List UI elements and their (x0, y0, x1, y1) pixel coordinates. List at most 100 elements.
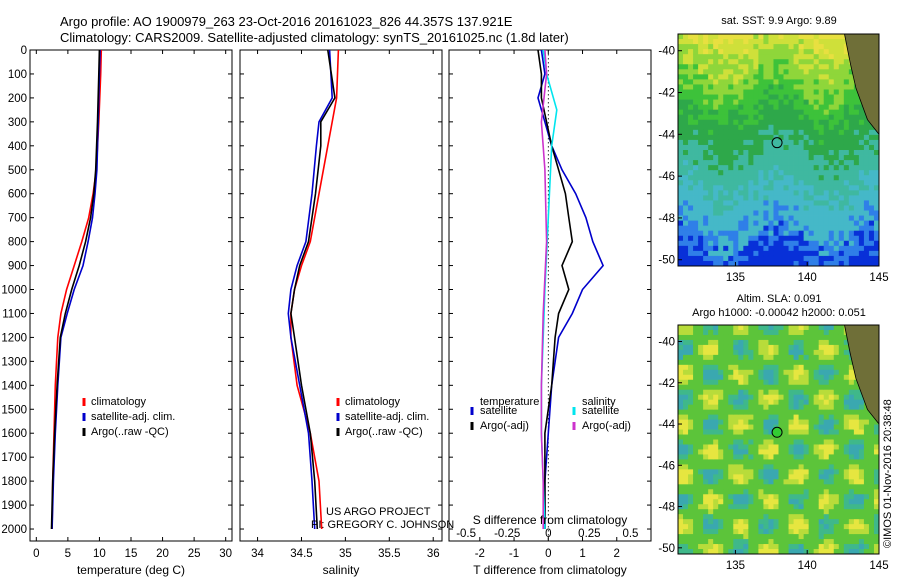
heatmap-cell (808, 230, 815, 237)
heatmap-cell (758, 404, 764, 411)
heatmap-cell (683, 424, 689, 430)
heatmap-cell (763, 64, 769, 70)
heatmap-cell (708, 419, 714, 425)
heatmap-cell (708, 344, 714, 351)
heatmap-cell (728, 44, 734, 50)
y-tick-label: 1000 (1, 285, 27, 297)
heatmap-cell (813, 364, 820, 371)
heatmap-cell (773, 444, 779, 450)
heatmap-cell (848, 499, 855, 505)
heatmap-cell (798, 369, 805, 376)
heatmap-cell (753, 384, 759, 391)
map-x-tick-label: 145 (869, 272, 888, 284)
heatmap-cell (713, 454, 719, 460)
x-tick-label: -2 (475, 548, 485, 560)
heatmap-cell (863, 549, 870, 555)
heatmap-cell (748, 225, 754, 232)
heatmap-cell (678, 139, 684, 146)
heatmap-cell (868, 449, 875, 455)
heatmap-cell (683, 230, 689, 237)
heatmap-cell (798, 379, 805, 386)
heatmap-cell (758, 84, 764, 90)
heatmap-cell (758, 529, 764, 535)
heatmap-cell (843, 54, 850, 60)
heatmap-cell (863, 434, 870, 440)
heatmap-cell (703, 394, 709, 401)
heatmap-cell (713, 414, 719, 420)
heatmap-cell (708, 534, 714, 540)
heatmap-cell (753, 549, 759, 555)
heatmap-cell (838, 220, 845, 227)
heatmap-cell (768, 369, 774, 376)
heatmap-cell (758, 409, 764, 416)
heatmap-cell (723, 514, 729, 520)
heatmap-cell (823, 190, 830, 196)
heatmap-cell (753, 364, 759, 371)
heatmap-cell (718, 190, 724, 196)
heatmap-cell (748, 245, 754, 252)
heatmap-cell (848, 464, 855, 470)
heatmap-cell (748, 94, 754, 100)
heatmap-cell (798, 479, 805, 485)
heatmap-cell (683, 429, 689, 435)
heatmap-cell (743, 349, 749, 356)
heatmap-cell (728, 539, 734, 545)
heatmap-cell (778, 200, 784, 206)
heatmap-cell (713, 424, 719, 430)
heatmap-cell (818, 364, 825, 371)
heatmap-cell (693, 329, 699, 336)
y-tick-label: 1500 (1, 404, 27, 416)
heatmap-cell (808, 539, 815, 545)
heatmap-cell (813, 384, 820, 391)
heatmap-cell (788, 325, 794, 331)
heatmap-cell (738, 160, 744, 166)
heatmap-cell (783, 429, 789, 435)
heatmap-cell (873, 539, 880, 545)
heatmap-cell (688, 454, 694, 460)
heatmap-cell (788, 69, 794, 75)
heatmap-cell (688, 499, 694, 505)
heatmap-cell (738, 134, 744, 141)
heatmap-cell (788, 549, 794, 555)
heatmap-cell (803, 205, 810, 211)
x-tick-label: 1 (579, 548, 585, 560)
heatmap-cell (783, 484, 789, 490)
heatmap-cell (818, 519, 825, 525)
heatmap-cell (713, 389, 719, 396)
heatmap-cell (788, 544, 794, 550)
heatmap-cell (753, 494, 759, 500)
heatmap-cell (733, 200, 739, 206)
heatmap-cell (773, 114, 779, 121)
heatmap-cell (818, 104, 825, 111)
heatmap-cell (743, 464, 749, 470)
heatmap-cell (718, 69, 724, 75)
heatmap-cell (733, 349, 739, 356)
heatmap-cell (763, 509, 769, 515)
heatmap-cell (818, 195, 825, 201)
heatmap-cell (698, 200, 704, 206)
heatmap-cell (788, 479, 794, 485)
heatmap-cell (723, 155, 729, 161)
heatmap-cell (743, 334, 749, 341)
heatmap-cell (803, 245, 810, 252)
heatmap-cell (688, 539, 694, 545)
heatmap-cell (793, 230, 800, 237)
y-tick-label: 100 (8, 69, 27, 81)
heatmap-cell (723, 129, 729, 136)
legend-label-temp-argo: Argo(-adj) (480, 420, 529, 432)
heatmap-cell (728, 220, 734, 227)
heatmap-cell (833, 165, 840, 171)
heatmap-cell (873, 255, 880, 262)
heatmap-cell (713, 240, 719, 247)
heatmap-cell (828, 459, 835, 465)
heatmap-cell (678, 150, 684, 156)
heatmap-cell (723, 504, 729, 510)
heatmap-cell (848, 549, 855, 555)
heatmap-cell (728, 389, 734, 396)
heatmap-cell (753, 134, 759, 141)
heatmap-cell (678, 469, 684, 475)
heatmap-cell (848, 479, 855, 485)
heatmap-cell (713, 250, 719, 257)
heatmap-cell (713, 195, 719, 201)
heatmap-cell (828, 260, 835, 267)
